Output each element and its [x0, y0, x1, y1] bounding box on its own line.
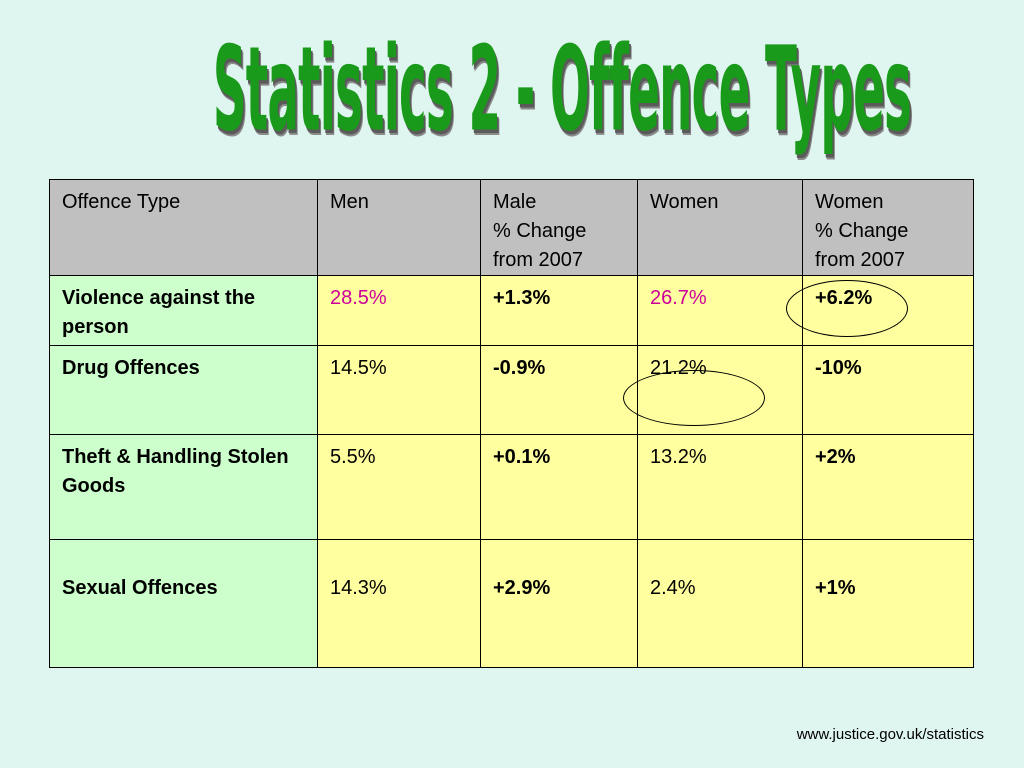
male-change-cell: +2.9%	[480, 539, 638, 668]
offence-table: Offence Type Men Male % Change from 2007…	[49, 179, 974, 668]
men-cell: 28.5%	[317, 275, 481, 346]
women-change-cell: +2%	[802, 434, 974, 540]
women-change-cell: -10%	[802, 345, 974, 435]
offence-type-cell: Drug Offences	[49, 345, 318, 435]
men-cell: 14.5%	[317, 345, 481, 435]
women-cell: 2.4%	[637, 539, 803, 668]
table-row: Drug Offences 14.5% -0.9% 21.2% -10%	[49, 345, 974, 435]
offence-type-cell: Theft & Handling Stolen Goods	[49, 434, 318, 540]
men-cell: 5.5%	[317, 434, 481, 540]
header-women: Women	[637, 179, 803, 276]
offence-type-cell: Sexual Offences	[49, 539, 318, 668]
male-change-cell: +0.1%	[480, 434, 638, 540]
table-row: Theft & Handling Stolen Goods 5.5% +0.1%…	[49, 434, 974, 540]
offence-type-cell: Violence against the person	[49, 275, 318, 346]
table-header-row: Offence Type Men Male % Change from 2007…	[49, 179, 974, 276]
men-cell: 14.3%	[317, 539, 481, 668]
header-offence-type: Offence Type	[49, 179, 318, 276]
header-men: Men	[317, 179, 481, 276]
male-change-cell: +1.3%	[480, 275, 638, 346]
women-change-cell: +1%	[802, 539, 974, 668]
women-cell: 13.2%	[637, 434, 803, 540]
male-change-cell: -0.9%	[480, 345, 638, 435]
table-row: Sexual Offences 14.3% +2.9% 2.4% +1%	[49, 539, 974, 668]
highlight-circle-women-violence-change	[786, 280, 908, 337]
header-male-change: Male % Change from 2007	[480, 179, 638, 276]
women-cell: 26.7%	[637, 275, 803, 346]
highlight-circle-women-drug-offences	[623, 370, 765, 426]
slide-title: Statistics 2 - Offence Types	[212, 22, 912, 159]
header-women-change: Women % Change from 2007	[802, 179, 974, 276]
source-url: www.justice.gov.uk/statistics	[796, 726, 984, 743]
